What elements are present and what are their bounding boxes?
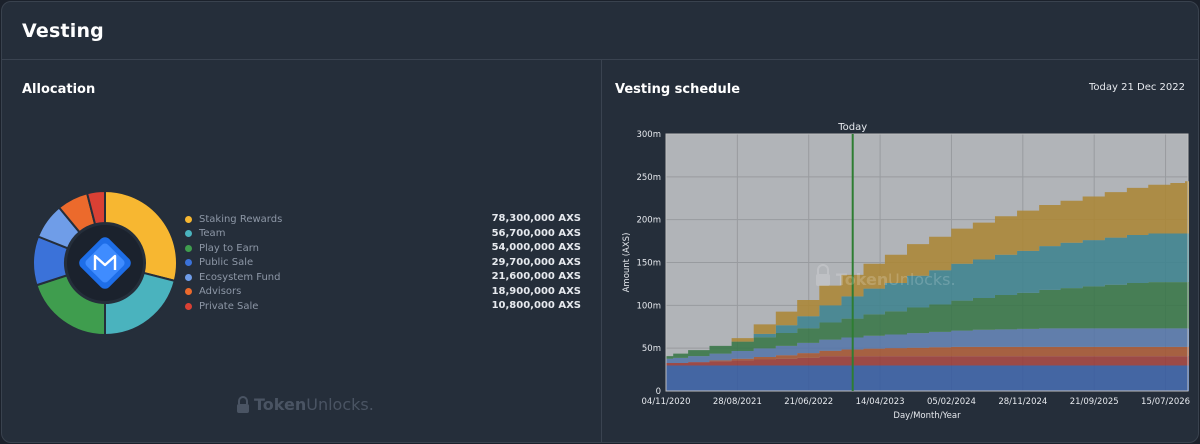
area-series-public-sale: [666, 365, 1190, 391]
legend-color-dot: [185, 230, 192, 238]
x-tick-label: 21/09/2025: [1070, 397, 1119, 407]
axie-logo-icon: [79, 237, 131, 289]
allocation-title: Allocation: [22, 82, 96, 97]
chart-watermark: Token Unlocks.: [816, 264, 956, 289]
x-tick-label: 28/11/2024: [998, 397, 1047, 407]
legend-value: 18,900,000 AXS: [491, 285, 581, 297]
area-series-play-to-earn: [666, 282, 1190, 359]
area-series-group: [666, 181, 1190, 391]
x-tick-label: 04/11/2020: [642, 397, 691, 407]
chart-watermark-suffix: Unlocks.: [888, 270, 956, 289]
legend-value: 29,700,000 AXS: [491, 256, 581, 268]
chart-watermark-text: Token: [836, 270, 888, 289]
card-header: Vesting: [2, 2, 1198, 60]
legend-value: 10,800,000 AXS: [491, 300, 581, 311]
legend-value: 21,600,000 AXS: [491, 271, 581, 282]
legend-item: Play to Earn 54,000,000 AXS: [185, 241, 581, 256]
legend-value: 78,300,000 AXS: [491, 213, 581, 224]
legend-color-dot: [185, 244, 192, 252]
x-tick-label: 28/08/2021: [713, 397, 762, 407]
legend-value: 56,700,000 AXS: [491, 227, 581, 239]
x-tick-label: 14/04/2023: [856, 397, 905, 407]
y-tick-label: 200m: [636, 216, 661, 226]
donut-slice: [85, 189, 106, 226]
legend-color-dot: [185, 273, 192, 281]
legend-color-dot: [185, 288, 192, 296]
legend-color-dot: [185, 215, 192, 223]
donut-slice: [104, 189, 178, 283]
legend-label: Advisors: [199, 286, 242, 298]
legend-item: Ecosystem Fund 21,600,000 AXS: [185, 270, 581, 285]
y-tick-label: 0: [656, 387, 661, 397]
vesting-schedule-title: Vesting schedule: [615, 82, 741, 97]
legend-color-dot: [185, 259, 192, 267]
legend-label: Private Sale: [199, 300, 259, 312]
y-tick-label: 100m: [636, 301, 661, 311]
tokenunlocks-watermark: Token Unlocks.: [236, 395, 374, 414]
area-series-advisors: [666, 346, 1190, 363]
legend-label: Ecosystem Fund: [199, 271, 281, 283]
x-axis-label: Day/Month/Year: [893, 411, 961, 421]
area-series-ecosystem-fund: [666, 328, 1190, 363]
y-tick-label: 150m: [636, 259, 661, 269]
legend-label: Play to Earn: [199, 242, 259, 254]
lock-icon: [237, 395, 249, 413]
plot-overlay: [666, 134, 1188, 391]
y-tick-label: 50m: [642, 344, 661, 354]
y-axis-label: Amount (AXS): [622, 233, 632, 293]
vesting-schedule-chart: Today 0 50m 100m 150m 200m 250m 300m 04/11/2020 2…: [622, 122, 1190, 421]
today-marker-label: Today: [837, 122, 867, 133]
legend-item: Staking Rewards 78,300,000 AXS: [185, 212, 581, 227]
plot-border: [665, 133, 1189, 392]
legend-color-dot: [185, 302, 192, 310]
x-tick-label: 15/07/2026: [1141, 397, 1190, 407]
legend-label: Public Sale: [199, 257, 254, 269]
legend-item: Private Sale 10,800,000 AXS: [185, 299, 581, 314]
area-series-staking-rewards: [666, 181, 1190, 357]
x-tick-label: 05/02/2024: [927, 397, 976, 407]
allocation-donut-chart: [32, 189, 178, 337]
y-tick-label: 300m: [636, 130, 661, 140]
x-tick-label: 21/06/2022: [784, 397, 833, 407]
watermark-brand: Token: [254, 395, 307, 414]
legend-label: Team: [199, 228, 226, 240]
watermark-suffix: Unlocks.: [306, 395, 374, 414]
area-series-private-sale: [666, 356, 1190, 366]
legend-label: Staking Rewards: [199, 213, 283, 225]
legend-item: Advisors 18,900,000 AXS: [185, 285, 581, 300]
legend-item: Public Sale 29,700,000 AXS: [185, 256, 581, 271]
legend-item: Team 56,700,000 AXS: [185, 227, 581, 242]
legend-value: 54,000,000 AXS: [491, 242, 581, 253]
area-series-team: [666, 233, 1190, 357]
page-title: Vesting: [22, 20, 104, 42]
y-tick-label: 250m: [636, 173, 661, 183]
section-divider: [601, 60, 602, 442]
today-date-label: Today 21 Dec 2022: [1089, 82, 1185, 93]
allocation-legend: Staking Rewards 78,300,000 AXS Team 56,700,…: [185, 212, 581, 314]
